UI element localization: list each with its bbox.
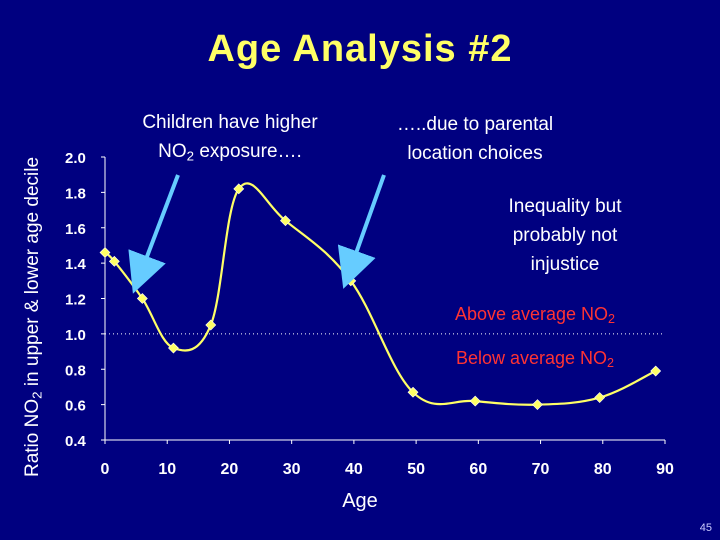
data-point	[99, 247, 111, 258]
x-tick-label: 60	[469, 461, 487, 478]
y-tick-label: 0.4	[65, 433, 87, 450]
data-point	[233, 183, 245, 195]
page-number: 45	[699, 522, 712, 534]
x-tick-label: 30	[283, 461, 301, 478]
annotation-arrow-children	[128, 174, 180, 294]
y-tick-label: 1.4	[65, 256, 87, 273]
data-point	[407, 386, 419, 398]
annotation-children: Children have higher NO2 exposure….	[142, 112, 318, 164]
data-point	[650, 365, 662, 377]
data-point	[280, 215, 291, 227]
annotation-parental: …..due to parental location choices	[396, 114, 554, 164]
y-tick-label: 1.6	[65, 221, 86, 238]
annotation-below-average: Below average NO2	[455, 348, 615, 371]
x-tick-label: 50	[407, 461, 425, 478]
x-tick-label: 10	[158, 461, 176, 478]
y-tick-label: 1.8	[65, 185, 86, 202]
y-tick-label: 0.8	[65, 362, 86, 379]
y-tick-label: 2.0	[65, 150, 86, 167]
annotation-arrow-parental	[337, 174, 386, 289]
data-point	[532, 399, 543, 411]
data-point	[168, 342, 179, 354]
x-tick-label: 90	[656, 461, 674, 478]
annotation-inequality: Inequality but probably not injustice	[508, 196, 622, 275]
y-tick-label: 1.2	[65, 292, 86, 309]
x-tick-label: 80	[594, 461, 612, 478]
x-tick-label: 20	[221, 461, 239, 478]
data-point	[205, 319, 217, 331]
x-tick-label: 70	[532, 461, 550, 478]
data-point	[136, 293, 148, 304]
x-axis-label: Age	[342, 490, 378, 512]
data-point	[469, 395, 481, 407]
y-tick-label: 1.0	[65, 327, 86, 344]
y-tick-label: 0.6	[65, 398, 86, 415]
data-point	[108, 255, 120, 267]
x-tick-label: 40	[345, 461, 363, 478]
chart-title: Age Analysis #2	[207, 28, 513, 70]
x-tick-label: 0	[101, 461, 110, 478]
data-point	[594, 392, 606, 403]
annotation-above-average: Above average NO2	[454, 304, 616, 327]
